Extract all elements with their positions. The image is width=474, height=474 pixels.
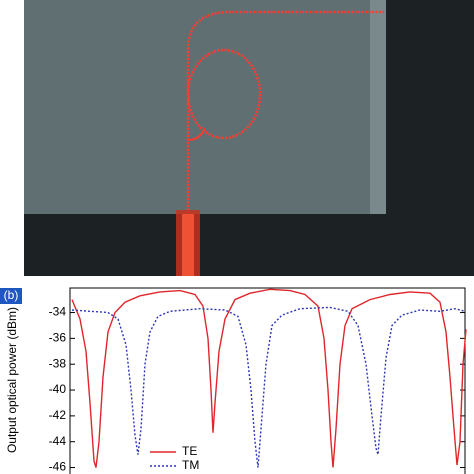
y-tick-label: -40 [49,382,67,396]
y-tick-label: -36 [49,331,67,345]
y-tick-label: -38 [49,356,67,370]
legend-label: TM [182,458,199,472]
series-line [71,288,467,468]
y-tick-label: -44 [49,434,67,448]
y-tick-label: -42 [49,408,67,422]
series-line [71,306,466,468]
waveguide [186,10,384,214]
y-axis-label: Output optical power (dBm) [5,307,19,453]
panel-label-box [0,288,22,304]
photo [24,0,474,276]
coupler [187,127,206,141]
panel-label: (b) [4,288,19,302]
y-tick-label: -34 [49,305,67,319]
chip-edge [370,0,386,214]
input-spot-core [182,214,194,276]
chip [24,0,384,214]
plot-frame [69,287,466,474]
legend-label: TE [182,444,197,458]
y-tick-label: -46 [49,460,67,474]
ring-resonator [186,48,262,140]
